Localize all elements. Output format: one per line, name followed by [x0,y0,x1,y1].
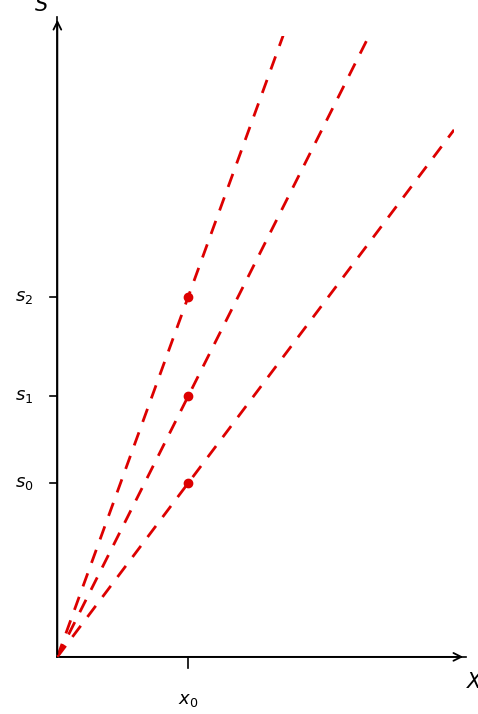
Text: $s_1$: $s_1$ [15,387,33,405]
Text: X: X [467,672,478,692]
Text: S: S [35,0,48,15]
Text: $s_0$: $s_0$ [15,474,33,492]
Text: $s_2$: $s_2$ [15,288,33,306]
Text: $x_0$: $x_0$ [178,691,198,709]
